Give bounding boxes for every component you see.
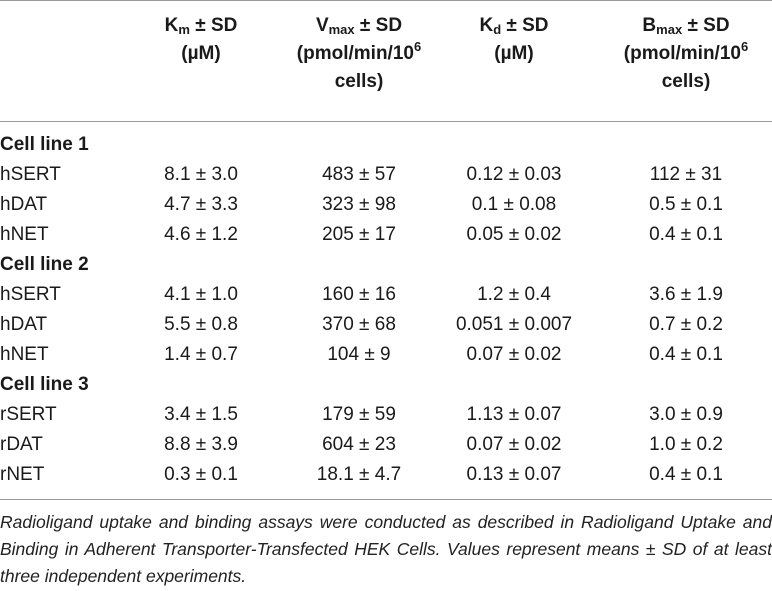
cell-vmax: 323 ± 98 (322, 194, 396, 215)
cell-km: 5.5 ± 0.8 (164, 314, 238, 335)
cell-km: 3.4 ± 1.5 (164, 404, 238, 425)
cell-vmax: 483 ± 57 (322, 164, 396, 185)
cell-bmax: 3.0 ± 0.9 (649, 404, 723, 425)
cell-bmax: 0.4 ± 0.1 (649, 344, 723, 365)
cell-km: 8.1 ± 3.0 (164, 164, 238, 185)
cell-vmax: 604 ± 23 (322, 434, 396, 455)
group-title: Cell line 3 (0, 374, 89, 395)
row-name: hNET (0, 224, 49, 245)
cell-vmax: 160 ± 16 (322, 284, 396, 305)
table-row: rSERT 3.4 ± 1.5 179 ± 59 1.13 ± 0.07 3.0… (0, 401, 772, 429)
group-title: Cell line 1 (0, 134, 89, 155)
cell-kd: 0.07 ± 0.02 (466, 434, 562, 455)
row-name: hSERT (0, 164, 61, 185)
header-bmax: Bmax ± SD (pmol/min/106 cells) (623, 15, 749, 92)
header-kd: Kd ± SD (µM) (479, 15, 549, 64)
cell-vmax: 18.1 ± 4.7 (316, 464, 402, 485)
bottom-rule (0, 499, 772, 500)
cell-bmax: 0.5 ± 0.1 (649, 194, 723, 215)
cell-km: 4.1 ± 1.0 (164, 284, 238, 305)
table-row: hSERT 8.1 ± 3.0 483 ± 57 0.12 ± 0.03 112… (0, 161, 772, 189)
cell-bmax: 3.6 ± 1.9 (649, 284, 723, 305)
table-row: hDAT 5.5 ± 0.8 370 ± 68 0.051 ± 0.007 0.… (0, 311, 772, 339)
table-row: hDAT 4.7 ± 3.3 323 ± 98 0.1 ± 0.08 0.5 ±… (0, 191, 772, 219)
table-row: rNET 0.3 ± 0.1 18.1 ± 4.7 0.13 ± 0.07 0.… (0, 461, 772, 489)
header-rule (0, 121, 772, 122)
cell-vmax: 370 ± 68 (322, 314, 396, 335)
cell-km: 1.4 ± 0.7 (164, 344, 238, 365)
cell-km: 4.6 ± 1.2 (164, 224, 238, 245)
cell-kd: 0.12 ± 0.03 (466, 164, 562, 185)
table-row: hNET 4.6 ± 1.2 205 ± 17 0.05 ± 0.02 0.4 … (0, 221, 772, 249)
table-footnote: Radioligand uptake and binding assays we… (0, 512, 772, 586)
row-name: rSERT (0, 404, 57, 425)
cell-kd: 0.1 ± 0.08 (471, 194, 557, 215)
top-rule (0, 0, 772, 1)
row-name: hSERT (0, 284, 61, 305)
cell-kd: 0.051 ± 0.007 (455, 314, 573, 335)
cell-km: 0.3 ± 0.1 (164, 464, 238, 485)
cell-kd: 0.05 ± 0.02 (466, 224, 562, 245)
table-row: rDAT 8.8 ± 3.9 604 ± 23 0.07 ± 0.02 1.0 … (0, 431, 772, 459)
cell-vmax: 104 ± 9 (327, 344, 391, 365)
group-title: Cell line 2 (0, 254, 89, 275)
table-row: hSERT 4.1 ± 1.0 160 ± 16 1.2 ± 0.4 3.6 ±… (0, 281, 772, 309)
cell-vmax: 205 ± 17 (322, 224, 396, 245)
cell-km: 8.8 ± 3.9 (164, 434, 238, 455)
row-name: rDAT (0, 434, 43, 455)
cell-bmax: 112 ± 31 (649, 164, 723, 185)
cell-km: 4.7 ± 3.3 (164, 194, 238, 215)
cell-kd: 0.07 ± 0.02 (466, 344, 562, 365)
cell-bmax: 0.4 ± 0.1 (649, 464, 723, 485)
cell-bmax: 0.4 ± 0.1 (649, 224, 723, 245)
cell-vmax: 179 ± 59 (322, 404, 396, 425)
header-km: Km ± SD (µM) (164, 15, 238, 64)
header-vmax: Vmax ± SD (pmol/min/106 cells) (296, 15, 422, 92)
cell-bmax: 1.0 ± 0.2 (649, 434, 723, 455)
row-name: hDAT (0, 314, 48, 335)
table-row: hNET 1.4 ± 0.7 104 ± 9 0.07 ± 0.02 0.4 ±… (0, 341, 772, 369)
cell-kd: 1.13 ± 0.07 (466, 404, 562, 425)
cell-kd: 0.13 ± 0.07 (466, 464, 562, 485)
row-name: rNET (0, 464, 45, 485)
cell-bmax: 0.7 ± 0.2 (649, 314, 723, 335)
cell-kd: 1.2 ± 0.4 (477, 284, 551, 305)
row-name: hNET (0, 344, 49, 365)
row-name: hDAT (0, 194, 48, 215)
